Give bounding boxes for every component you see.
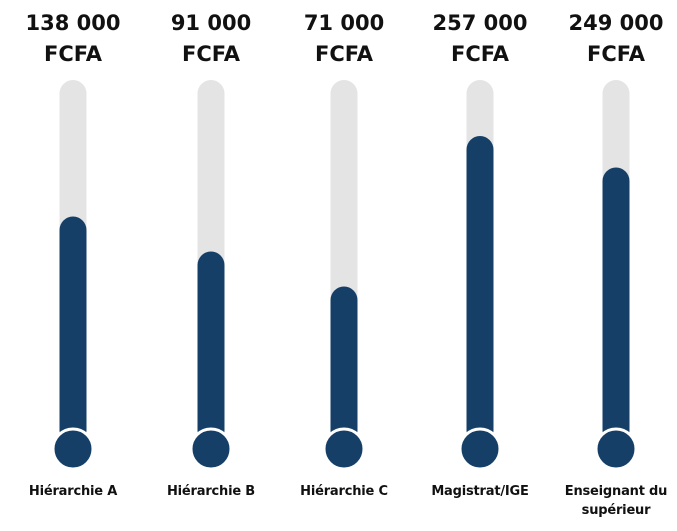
thermometer-bulb xyxy=(51,427,95,471)
category-label: Hiérarchie B xyxy=(166,484,256,499)
category-label: Enseignant du supérieur xyxy=(564,484,668,518)
thermometer-bar xyxy=(197,251,225,444)
data-label-unit: FCFA xyxy=(451,42,509,66)
data-label: 91 000 FCFA xyxy=(146,8,276,70)
data-label-value: 249 000 xyxy=(568,11,664,35)
thermometer-bar xyxy=(330,286,358,444)
data-label: 71 000 FCFA xyxy=(279,8,409,70)
category-label: Hiérarchie A xyxy=(28,484,118,499)
category-label: Hiérarchie C xyxy=(300,484,388,499)
data-label-unit: FCFA xyxy=(587,42,645,66)
thermometer-bulb xyxy=(322,427,366,471)
data-label: 257 000 FCFA xyxy=(415,8,545,70)
thermometer-bulb xyxy=(594,427,638,471)
data-label-unit: FCFA xyxy=(182,42,240,66)
thermometer-bar xyxy=(59,216,87,444)
data-label: 138 000 FCFA xyxy=(8,8,138,70)
data-label-value: 71 000 xyxy=(303,11,385,35)
data-label: 249 000 FCFA xyxy=(551,8,677,70)
data-label-value: 138 000 xyxy=(25,11,121,35)
category-label: Magistrat/IGE xyxy=(431,484,529,499)
thermometer-bulb xyxy=(458,427,502,471)
data-label-value: 257 000 xyxy=(432,11,528,35)
data-label-unit: FCFA xyxy=(315,42,373,66)
thermometer-bar xyxy=(466,136,494,444)
data-label-value: 91 000 xyxy=(170,11,252,35)
thermometer-bar xyxy=(602,167,630,444)
thermometer-bulb xyxy=(189,427,233,471)
data-label-unit: FCFA xyxy=(44,42,102,66)
